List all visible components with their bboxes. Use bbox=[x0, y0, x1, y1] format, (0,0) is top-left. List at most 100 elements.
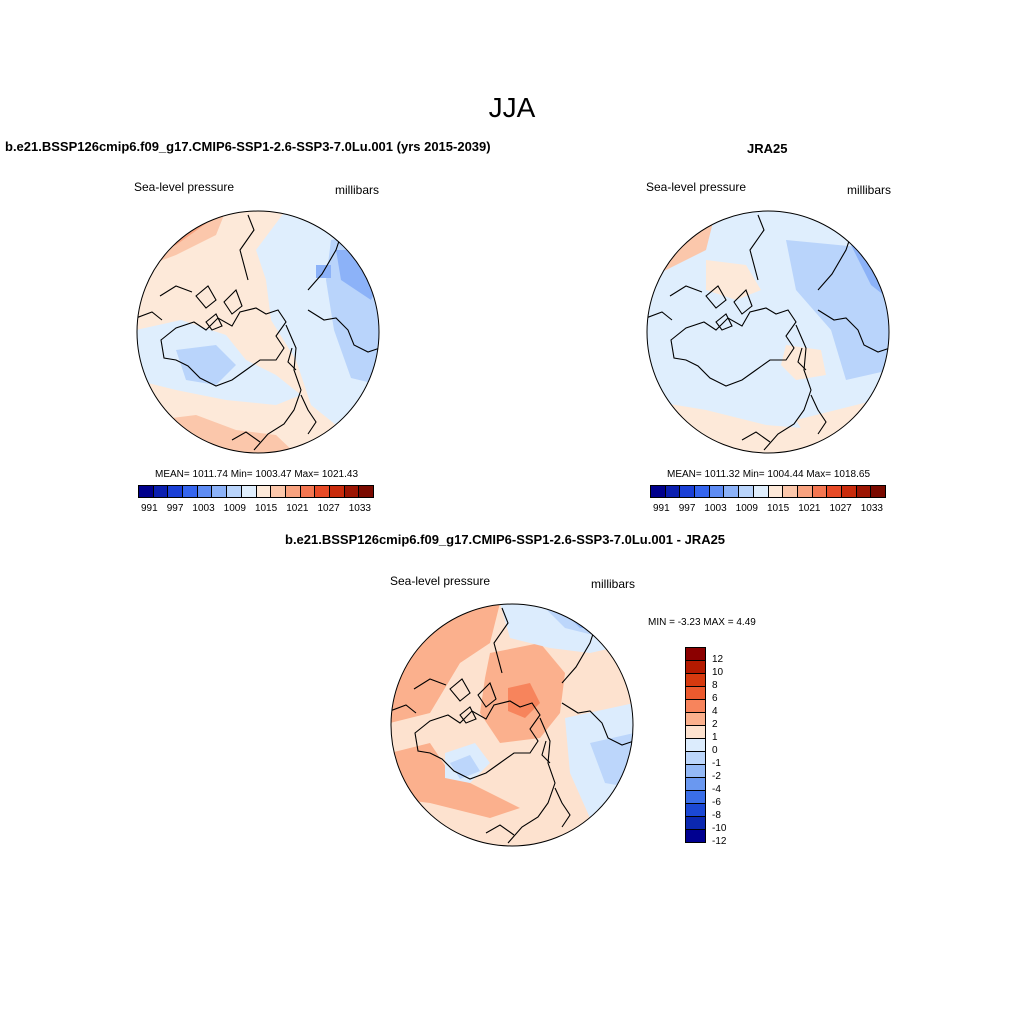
colorbar-swatch bbox=[686, 804, 705, 817]
panel1-left-label: Sea-level pressure bbox=[134, 180, 235, 194]
colorbar-tick-label: 10 bbox=[712, 666, 724, 678]
panel3-left-label: Sea-level pressure bbox=[390, 574, 491, 588]
panel3-title: b.e21.BSSP126cmip6.f09_g17.CMIP6-SSP1-2.… bbox=[285, 532, 726, 547]
colorbar-swatch bbox=[827, 486, 842, 497]
colorbar-tick-label: 1 bbox=[712, 731, 718, 743]
colorbar-tick-label: 991 bbox=[141, 503, 158, 514]
colorbar-tick-label: -6 bbox=[712, 797, 721, 809]
colorbar-swatch bbox=[753, 486, 769, 497]
colorbar-swatch bbox=[797, 486, 813, 497]
main-title: JJA bbox=[488, 92, 536, 123]
panel1-polar-map bbox=[136, 210, 380, 454]
colorbar-swatch bbox=[168, 486, 184, 497]
panel1-stats: MEAN= 1011.74 Min= 1003.47 Max= 1021.43 bbox=[155, 469, 359, 480]
colorbar-tick-label: -2 bbox=[712, 771, 721, 783]
colorbar-tick-label: 1033 bbox=[860, 503, 883, 514]
panel3-polar-map bbox=[390, 603, 634, 847]
colorbar-swatch bbox=[686, 739, 705, 752]
colorbar-tick-label: 1003 bbox=[704, 503, 727, 514]
colorbar-swatch bbox=[686, 817, 705, 830]
panel2-units-label: millibars bbox=[847, 183, 892, 197]
colorbar-tick-label: 1021 bbox=[286, 503, 309, 514]
colorbar-tick-label: 1021 bbox=[798, 503, 821, 514]
colorbar-tick-label: 997 bbox=[678, 503, 696, 514]
colorbar-tick-label: 1015 bbox=[254, 503, 278, 514]
colorbar-swatch bbox=[709, 486, 725, 497]
panel2-colorbar-ticks: 991 997 1003 1009 1015 1021 1027 1033 bbox=[653, 503, 883, 514]
colorbar-swatch bbox=[856, 486, 872, 497]
colorbar-tick-label: 12 bbox=[712, 653, 724, 665]
colorbar-swatch bbox=[695, 486, 710, 497]
colorbar-swatch bbox=[153, 486, 169, 497]
panel2-polar-map bbox=[646, 210, 890, 454]
panel2-title: JRA25 bbox=[747, 141, 788, 156]
colorbar-swatch bbox=[344, 486, 360, 497]
colorbar-swatch bbox=[256, 486, 272, 497]
colorbar-swatch bbox=[139, 486, 154, 497]
colorbar-tick-label: 2 bbox=[712, 718, 718, 730]
colorbar-swatch bbox=[183, 486, 198, 497]
colorbar-tick-label: -4 bbox=[712, 784, 721, 796]
panel2-stats: MEAN= 1011.32 Min= 1004.44 Max= 1018.65 bbox=[667, 469, 871, 480]
colorbar-swatch bbox=[686, 700, 705, 713]
colorbar-swatch bbox=[359, 486, 373, 497]
colorbar-swatch bbox=[686, 713, 705, 726]
colorbar-tick-label: -12 bbox=[712, 836, 727, 848]
panel1-colorbar-ticks: 991 997 1003 1009 1015 1021 1027 1033 bbox=[141, 503, 371, 514]
colorbar-tick-label: 997 bbox=[166, 503, 184, 514]
colorbar-swatch bbox=[300, 486, 316, 497]
colorbar-tick-label: 1015 bbox=[766, 503, 790, 514]
colorbar-swatch bbox=[212, 486, 228, 497]
panel2-left-label: Sea-level pressure bbox=[646, 180, 747, 194]
colorbar-swatch bbox=[871, 486, 885, 497]
colorbar-swatch bbox=[271, 486, 286, 497]
colorbar-swatch bbox=[686, 791, 705, 804]
colorbar-swatch bbox=[227, 486, 242, 497]
colorbar-swatch bbox=[686, 765, 705, 778]
colorbar-tick-label: -1 bbox=[712, 758, 721, 770]
colorbar-tick-label: 1027 bbox=[829, 503, 852, 514]
colorbar-swatch bbox=[686, 648, 705, 661]
colorbar-swatch bbox=[783, 486, 798, 497]
colorbar-swatch bbox=[841, 486, 857, 497]
colorbar-tick-label: 1009 bbox=[223, 503, 246, 514]
colorbar-tick-label: 1003 bbox=[192, 503, 215, 514]
colorbar-tick-label: -8 bbox=[712, 810, 721, 822]
panel2-colorbar bbox=[650, 485, 886, 498]
colorbar-swatch bbox=[329, 486, 345, 497]
colorbar-swatch bbox=[686, 687, 705, 700]
colorbar-swatch bbox=[686, 674, 705, 687]
panel3-stats: MIN = -3.23 MAX = 4.49 bbox=[648, 617, 756, 628]
colorbar-tick-label: 991 bbox=[653, 503, 670, 514]
colorbar-tick-label: 1009 bbox=[735, 503, 758, 514]
colorbar-swatch bbox=[285, 486, 301, 497]
colorbar-swatch bbox=[768, 486, 784, 497]
colorbar-tick-label: 8 bbox=[712, 679, 718, 691]
colorbar-swatch bbox=[724, 486, 740, 497]
colorbar-swatch bbox=[686, 661, 705, 674]
colorbar-swatch bbox=[651, 486, 666, 497]
colorbar-swatch bbox=[680, 486, 696, 497]
colorbar-swatch bbox=[197, 486, 213, 497]
colorbar-swatch bbox=[686, 778, 705, 791]
colorbar-swatch bbox=[241, 486, 257, 497]
colorbar-swatch bbox=[686, 752, 705, 765]
colorbar-tick-label: -10 bbox=[712, 823, 727, 835]
diff-colorbar bbox=[685, 647, 706, 843]
colorbar-tick-label: 6 bbox=[712, 692, 718, 704]
colorbar-swatch bbox=[686, 830, 705, 842]
colorbar-tick-label: 1027 bbox=[317, 503, 340, 514]
diff-colorbar-ticks: 12 10 8 6 4 2 1 0 -1 -2 -4 -6 -8 -10 -12 bbox=[710, 647, 750, 848]
panel1-colorbar bbox=[138, 485, 374, 498]
colorbar-tick-label: 4 bbox=[712, 705, 718, 717]
colorbar-swatch bbox=[739, 486, 754, 497]
colorbar-swatch bbox=[665, 486, 681, 497]
panel1-units-label: millibars bbox=[335, 183, 380, 197]
colorbar-swatch bbox=[686, 726, 705, 739]
panel1-title: b.e21.BSSP126cmip6.f09_g17.CMIP6-SSP1-2.… bbox=[5, 139, 491, 154]
colorbar-tick-label: 1033 bbox=[348, 503, 371, 514]
panel3-units-label: millibars bbox=[591, 577, 636, 591]
colorbar-swatch bbox=[315, 486, 330, 497]
colorbar-tick-label: 0 bbox=[712, 745, 718, 756]
colorbar-swatch bbox=[812, 486, 828, 497]
